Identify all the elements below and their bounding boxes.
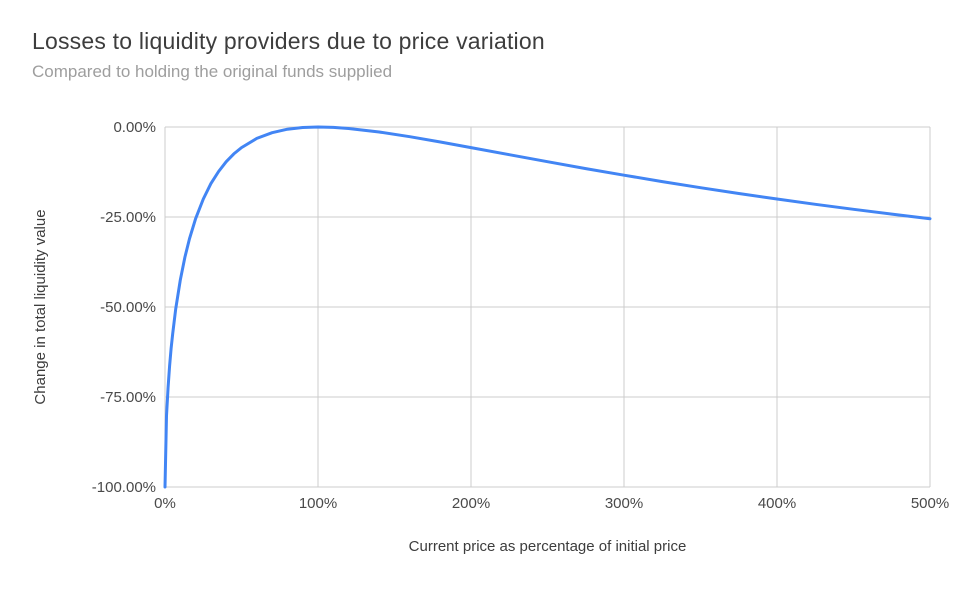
y-tick-label: 0.00% bbox=[113, 119, 156, 136]
y-tick-label: -75.00% bbox=[100, 389, 156, 406]
x-axis-title: Current price as percentage of initial p… bbox=[409, 538, 687, 555]
y-axis-title: Change in total liquidity value bbox=[32, 209, 49, 404]
y-tick-label: -100.00% bbox=[92, 479, 156, 496]
x-tick-label: 300% bbox=[605, 495, 643, 512]
x-tick-label: 100% bbox=[299, 495, 337, 512]
chart-title: Losses to liquidity providers due to pri… bbox=[32, 28, 545, 54]
loss-curve bbox=[163, 125, 932, 489]
chart-subtitle: Compared to holding the original funds s… bbox=[32, 62, 393, 81]
x-tick-label: 0% bbox=[154, 495, 176, 512]
y-tick-label: -25.00% bbox=[100, 209, 156, 226]
x-tick-label: 400% bbox=[758, 495, 796, 512]
x-tick-label: 500% bbox=[911, 495, 949, 512]
y-tick-label: -50.00% bbox=[100, 299, 156, 316]
x-tick-label: 200% bbox=[452, 495, 490, 512]
